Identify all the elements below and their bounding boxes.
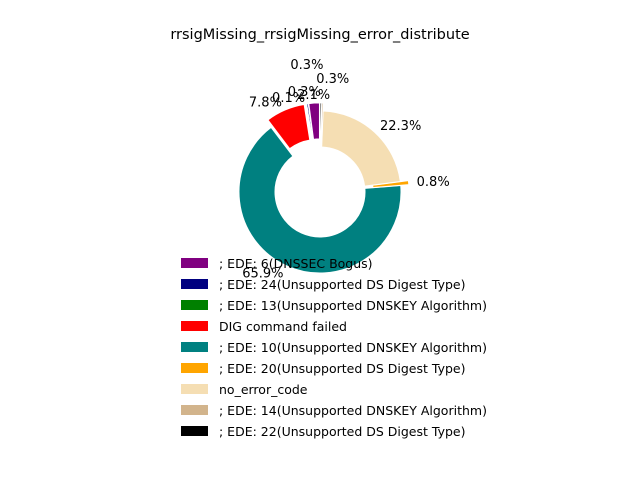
percent-labels: 2.1%0.3%0.1%7.8%65.9%0.8%22.3%0.3%0.3% <box>242 58 449 282</box>
legend-label: ; EDE: 10(Unsupported DNSKEY Algorithm) <box>219 340 487 355</box>
legend-label: DIG command failed <box>219 319 347 334</box>
percent-label: 22.3% <box>380 119 421 134</box>
legend-swatch <box>181 279 208 289</box>
percent-label: 65.9% <box>242 266 283 281</box>
legend-swatch <box>181 258 208 268</box>
legend-label: ; EDE: 13(Unsupported DNSKEY Algorithm) <box>219 298 487 313</box>
legend-swatch <box>181 342 208 352</box>
percent-label: 7.8% <box>249 96 282 111</box>
legend-swatch <box>181 321 208 331</box>
percent-label: 0.8% <box>417 175 450 190</box>
legend-label: ; EDE: 20(Unsupported DS Digest Type) <box>219 361 465 376</box>
pie-slice <box>238 126 402 274</box>
legend-label: ; EDE: 14(Unsupported DNSKEY Algorithm) <box>219 403 487 418</box>
percent-label: 0.3% <box>316 72 349 87</box>
pie-slice <box>319 102 323 140</box>
legend-swatch <box>181 405 208 415</box>
legend-label: ; EDE: 24(Unsupported DS Digest Type) <box>219 277 465 292</box>
legend-label: no_error_code <box>219 382 308 397</box>
pie-slice <box>308 102 320 140</box>
legend-swatch <box>181 426 208 436</box>
legend-label: ; EDE: 22(Unsupported DS Digest Type) <box>219 424 465 439</box>
legend-swatch <box>181 363 208 373</box>
legend-label: ; EDE: 6(DNSSEC Bogus) <box>219 256 373 271</box>
legend: ; EDE: 6(DNSSEC Bogus) ; EDE: 24(Unsuppor… <box>181 256 487 439</box>
percent-label: 0.3% <box>288 85 321 100</box>
percent-label: 2.1% <box>297 88 330 103</box>
pie-slice <box>267 103 311 150</box>
legend-swatch <box>181 300 208 310</box>
percent-label: 0.1% <box>272 91 305 106</box>
pie-slices <box>238 102 410 274</box>
pie-slice <box>305 103 313 141</box>
legend-swatch <box>181 384 208 394</box>
percent-label: 0.3% <box>290 58 323 73</box>
chart-title: rrsigMissing_rrsigMissing_error_distribu… <box>170 27 469 43</box>
